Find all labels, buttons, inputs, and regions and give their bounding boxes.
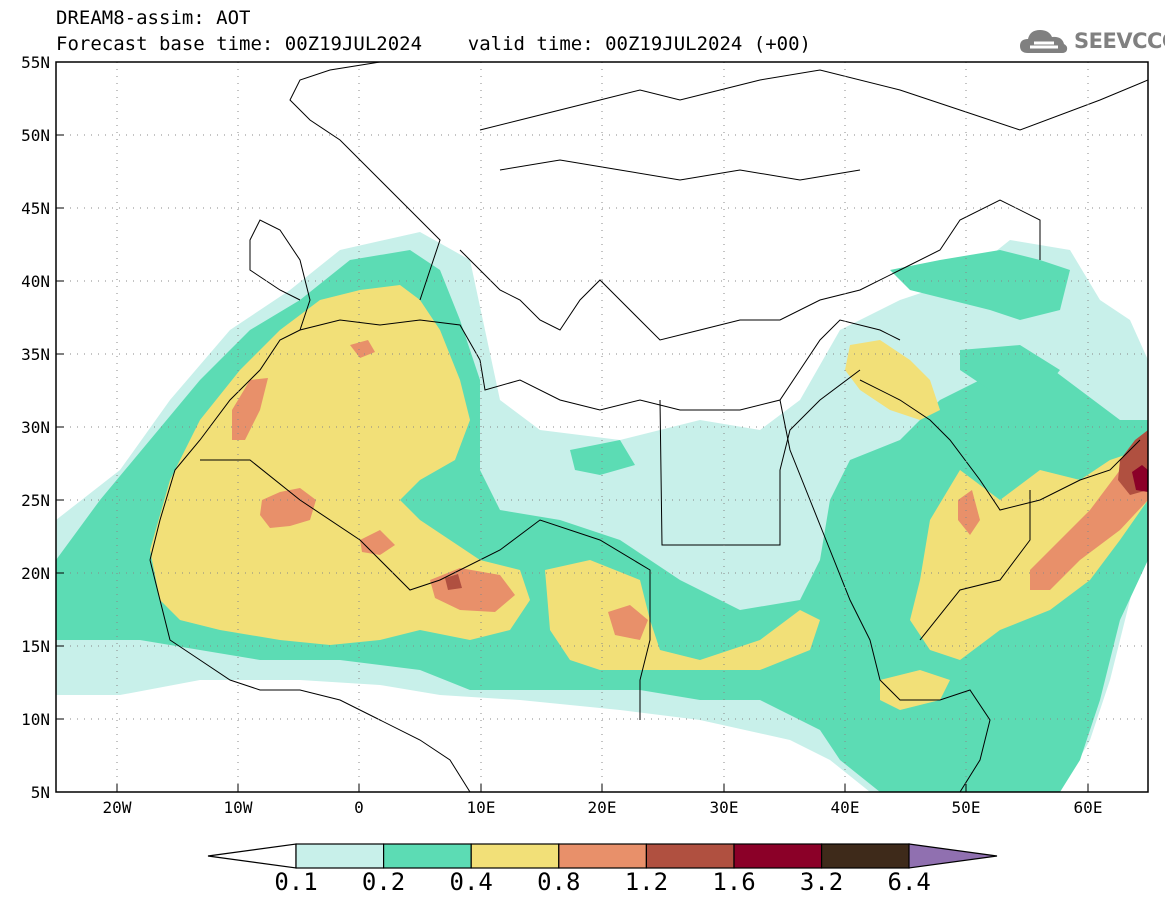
lon-tick-label: 0: [354, 798, 364, 817]
lat-tick-label: 40N: [21, 272, 50, 291]
colorbar-high-arrow: [908, 843, 998, 869]
colorbar-label: 1.2: [624, 868, 669, 896]
coastlines: [149, 62, 1148, 792]
lon-tick-label: 10E: [467, 798, 496, 817]
colorbar-label: 0.4: [449, 868, 493, 896]
lon-tick-label: 10W: [224, 798, 253, 817]
colorbar-box: [383, 843, 472, 869]
lat-tick-label: 5N: [31, 783, 50, 802]
lat-tick-label: 50N: [21, 126, 50, 145]
colorbar-label: 0.2: [361, 868, 406, 896]
colorbar-label: 3.2: [799, 868, 844, 896]
lat-tick-label: 55N: [21, 53, 50, 72]
forecast-times: Forecast base time: 00Z19JUL2024 valid t…: [56, 33, 811, 55]
lat-tick-label: 30N: [21, 418, 50, 437]
lon-tick-label: 50E: [952, 798, 981, 817]
lat-tick-label: 25N: [21, 491, 50, 510]
lat-tick-label: 15N: [21, 637, 50, 656]
colorbar-label: 0.8: [537, 868, 581, 896]
colorbar-box: [733, 843, 823, 869]
colorbar: [207, 843, 998, 869]
colorbar-box: [820, 843, 910, 869]
colorbar-low-arrow: [207, 843, 297, 869]
lon-tick-label: 20E: [588, 798, 617, 817]
lat-tick-label: 35N: [21, 345, 50, 364]
aot-level-1.6: [1132, 465, 1148, 492]
axis-ticks: [56, 61, 1089, 793]
colorbar-box: [470, 843, 560, 869]
lat-tick-labels: 55N 50N 45N 40N 35N 30N 25N 20N 15N 10N …: [21, 53, 50, 802]
grid-lines: [56, 62, 1148, 792]
lon-tick-label: 40E: [831, 798, 860, 817]
cloud-icon: [1020, 30, 1068, 53]
map-title: DREAM8-assim: AOT: [56, 7, 251, 29]
lon-tick-label: 60E: [1074, 798, 1103, 817]
lat-tick-label: 20N: [21, 564, 50, 583]
lat-tick-label: 45N: [21, 199, 50, 218]
colorbar-box: [295, 843, 385, 869]
colorbar-label: 0.1: [274, 868, 318, 896]
colorbar-label: 6.4: [887, 868, 931, 896]
colorbar-box: [558, 843, 647, 869]
logo-text: SEEVCCC: [1074, 29, 1165, 53]
lon-tick-label: 20W: [103, 798, 132, 817]
aot-level-0.4: [150, 285, 1148, 710]
lon-tick-label: 30E: [710, 798, 739, 817]
seevccc-logo: SEEVCCC: [1018, 24, 1165, 58]
lon-tick-labels: 20W 10W 0 10E 20E 30E 40E 50E 60E: [103, 798, 1103, 817]
lat-tick-label: 10N: [21, 710, 50, 729]
colorbar-box: [645, 843, 735, 869]
aot-field: [56, 62, 1148, 792]
colorbar-label: 1.6: [712, 868, 756, 896]
